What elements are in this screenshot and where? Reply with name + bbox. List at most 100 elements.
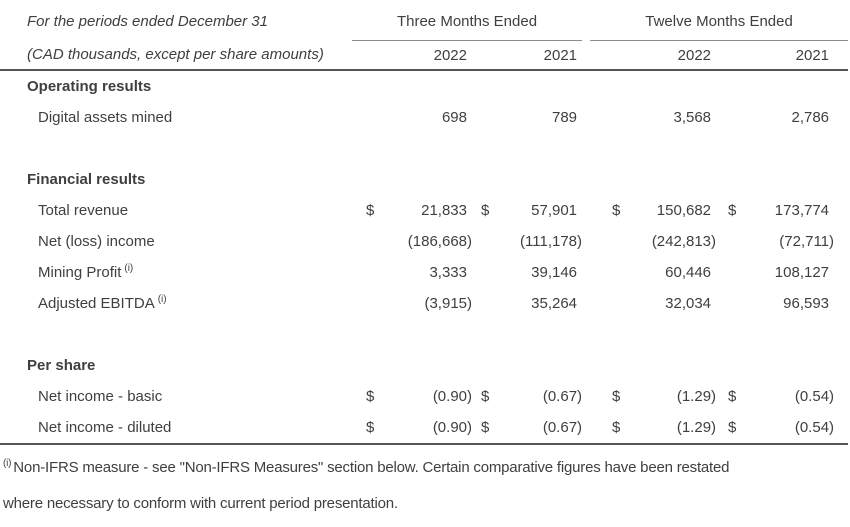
column-group-gap (582, 226, 590, 257)
row-label: Mining Profit (i) (0, 257, 352, 288)
section-title: Per share (27, 357, 96, 374)
row-label: Net income - basic (0, 381, 352, 412)
footnote-reference: (i) (124, 263, 134, 274)
currency-cell (472, 226, 496, 257)
financial-summary-table: For the periods ended December 31 Three … (0, 2, 849, 445)
spacer-row (0, 133, 848, 164)
value-cell: (3,915) (424, 295, 472, 312)
section-title: Operating results (27, 78, 152, 95)
value-cell: 3,568 (673, 109, 712, 126)
trailing-margin (834, 257, 848, 288)
currency-cell (352, 257, 380, 288)
row-label: Digital assets mined (0, 102, 352, 133)
trailing-margin (834, 381, 848, 412)
currency-cell (472, 102, 496, 133)
currency-cell (590, 257, 620, 288)
trailing-margin (834, 226, 848, 257)
column-group-gap (582, 412, 591, 445)
currency-cell: $ (612, 388, 621, 405)
value-cell: (0.67) (542, 388, 583, 405)
column-group-gap (582, 40, 591, 71)
table-row-net-loss-income: Net (loss) income (186,668) (111,178) (2… (0, 226, 848, 257)
header-row-captions: For the periods ended December 31 Three … (0, 2, 849, 41)
currency-cell (590, 102, 620, 133)
table-row-adjusted-ebitda: Adjusted EBITDA (i) (3,915) 35,264 32,034… (0, 288, 848, 319)
column-group-gap (582, 381, 590, 412)
table-row-mining-profit: Mining Profit (i) 3,333 39,146 60,446 108… (0, 257, 848, 288)
currency-cell (472, 288, 496, 319)
row-label-text: Mining Profit (38, 264, 122, 281)
table-footnote: (i) Non-IFRS measure - see "Non-IFRS Meas… (0, 445, 850, 522)
value-cell: (0.90) (432, 388, 472, 405)
currency-cell: $ (472, 412, 496, 445)
trailing-margin (834, 102, 848, 133)
currency-cell (472, 257, 496, 288)
currency-cell (716, 226, 740, 257)
value-cell: (111,178) (520, 233, 583, 250)
table-row-net-income-diluted: Net income - diluted $ (0.90) $ (0.67) $… (0, 412, 849, 445)
currency-cell: $ (590, 412, 620, 445)
value-cell: 35,264 (531, 295, 578, 312)
trailing-margin (834, 40, 849, 71)
value-cell: 3,333 (429, 264, 467, 281)
value-cell: (0.67) (496, 412, 583, 445)
row-label: Net (loss) income (0, 226, 352, 257)
currency-cell (716, 102, 740, 133)
value-cell: 32,034 (665, 295, 712, 312)
value-cell: 698 (441, 109, 467, 126)
value-cell: 789 (552, 109, 578, 126)
footnote-line1: (i) Non-IFRS measure - see "Non-IFRS Meas… (3, 450, 850, 486)
year-header-12m-2021: 2021 (716, 40, 835, 71)
row-label: Adjusted EBITDA (i) (0, 288, 352, 319)
value-cell: 57,901 (531, 202, 578, 219)
footnote-text-line2: where necessary to conform with current … (3, 495, 398, 512)
currency-cell: $ (366, 202, 375, 219)
table-row-net-income-basic: Net income - basic $ (0.90) $ (0.67) $ (… (0, 381, 848, 412)
trailing-margin (834, 412, 849, 445)
currency-cell: $ (352, 412, 380, 445)
column-group-gap (582, 257, 590, 288)
column-group-gap (582, 288, 590, 319)
year-header-3m-2022: 2022 (352, 40, 472, 71)
year-header-3m-2021: 2021 (472, 40, 583, 71)
currency-cell (716, 257, 740, 288)
value-cell: (0.54) (794, 388, 835, 405)
currency-cell (352, 102, 380, 133)
currency-cell: $ (716, 412, 741, 445)
value-cell: 150,682 (656, 202, 712, 219)
footnote-text-line1: Non-IFRS measure - see "Non-IFRS Measure… (13, 459, 730, 476)
currency-cell: $ (612, 202, 621, 219)
currency-cell (590, 288, 620, 319)
table-row-total-revenue: Total revenue $ 21,833 $ 57,901 $ 150,68… (0, 195, 848, 226)
table-caption-line2: (CAD thousands, except per share amounts… (0, 40, 352, 71)
section-header-financial-results: Financial results (0, 164, 848, 195)
row-label-text: Total revenue (38, 202, 129, 219)
row-label-text: Digital assets mined (38, 109, 173, 126)
header-row-years: (CAD thousands, except per share amounts… (0, 40, 849, 71)
year-header-12m-2022: 2022 (590, 40, 717, 71)
value-cell: (1.29) (620, 412, 717, 445)
footnote-marker: (i) (3, 458, 12, 469)
currency-cell: $ (728, 202, 737, 219)
column-group-gap (582, 2, 590, 41)
row-label: Total revenue (0, 195, 352, 226)
value-cell: 39,146 (531, 264, 578, 281)
column-group-gap (582, 102, 590, 133)
table-caption-line1: For the periods ended December 31 (27, 12, 268, 30)
row-label: Net income - diluted (0, 412, 352, 445)
currency-cell: $ (481, 388, 490, 405)
footnote-reference: (i) (157, 294, 167, 305)
currency-cell: $ (728, 388, 737, 405)
spacer-row (0, 319, 848, 350)
value-cell: (186,668) (407, 233, 472, 250)
row-label-text: Net income - diluted (38, 419, 172, 436)
value-cell: (0.90) (380, 412, 472, 445)
column-group-gap (582, 195, 590, 226)
currency-cell (352, 226, 380, 257)
row-label-text: Net income - basic (38, 388, 163, 405)
value-cell: (1.29) (676, 388, 717, 405)
value-cell: 96,593 (783, 295, 830, 312)
currency-cell: $ (481, 202, 490, 219)
value-cell: 108,127 (774, 264, 830, 281)
